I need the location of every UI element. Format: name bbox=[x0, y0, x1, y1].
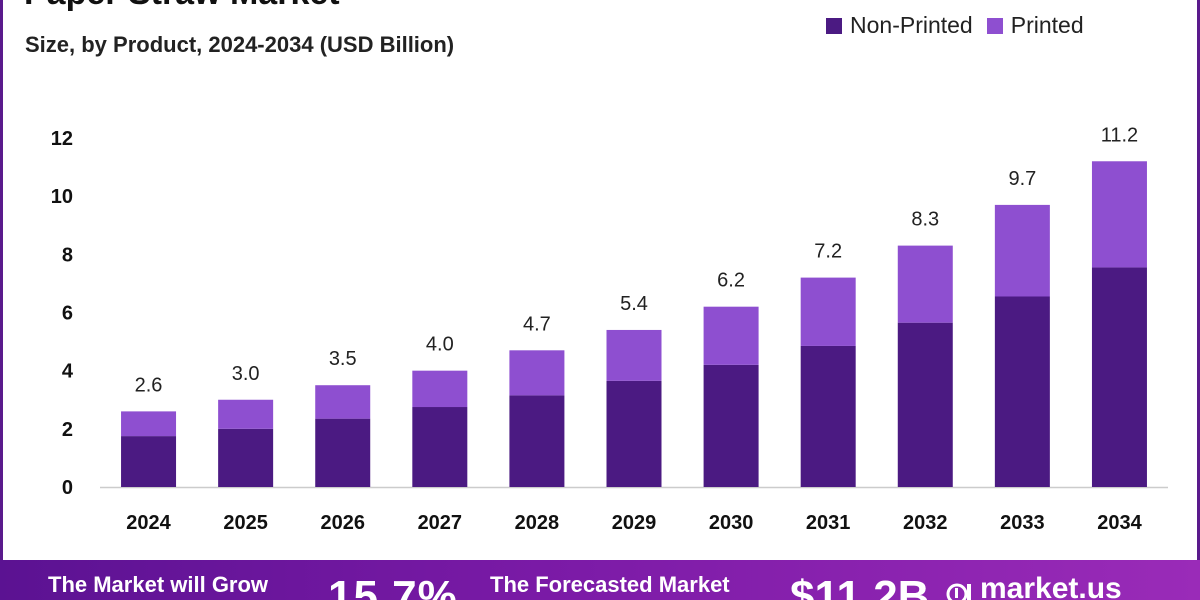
bar-printed-2024 bbox=[121, 411, 177, 437]
bar-total-label-2034: 11.2 bbox=[1101, 124, 1138, 146]
footer-forecast-text: The Forecasted Market bbox=[490, 572, 730, 597]
y-tick-label-2: 2 bbox=[62, 419, 73, 441]
footer-banner: The Market will Grow 15.7% The Forecaste… bbox=[0, 560, 1200, 600]
bar-printed-2029 bbox=[606, 329, 662, 381]
bar-total-label-2026: 3.5 bbox=[329, 348, 357, 370]
x-tick-label-2024: 2024 bbox=[126, 512, 171, 534]
bar-printed-2028 bbox=[509, 350, 565, 396]
bar-non-printed-2032 bbox=[897, 322, 953, 487]
bar-total-label-2031: 7.2 bbox=[814, 241, 842, 263]
frame-right-border bbox=[1197, 0, 1200, 560]
x-tick-label-2034: 2034 bbox=[1097, 512, 1142, 534]
bar-total-label-2030: 6.2 bbox=[717, 270, 745, 292]
x-tick-label-2032: 2032 bbox=[903, 512, 948, 534]
bar-non-printed-2029 bbox=[606, 380, 662, 487]
legend-item-non-printed: Non-Printed bbox=[826, 12, 973, 39]
x-tick-label-2025: 2025 bbox=[223, 512, 268, 534]
bar-total-label-2027: 4.0 bbox=[426, 334, 454, 356]
bar-total-label-2032: 8.3 bbox=[911, 209, 939, 231]
legend-label-non-printed: Non-Printed bbox=[850, 12, 973, 38]
bar-non-printed-2024 bbox=[121, 436, 177, 487]
footer-cagr-value: 15.7% bbox=[328, 572, 458, 600]
bar-total-label-2033: 9.7 bbox=[1008, 168, 1036, 190]
bar-printed-2032 bbox=[897, 245, 953, 323]
bar-printed-2031 bbox=[800, 277, 856, 346]
bar-total-label-2028: 4.7 bbox=[523, 313, 551, 335]
market-us-logo-icon bbox=[946, 583, 971, 600]
x-tick-label-2028: 2028 bbox=[515, 512, 560, 534]
bar-printed-2034 bbox=[1091, 161, 1147, 268]
bar-printed-2026 bbox=[315, 385, 371, 419]
bar-non-printed-2031 bbox=[800, 345, 856, 487]
bar-printed-2033 bbox=[994, 204, 1050, 297]
chart-title: Paper Straw Market bbox=[24, 0, 340, 13]
x-tick-label-2033: 2033 bbox=[1000, 512, 1045, 534]
legend-swatch-printed bbox=[986, 17, 1003, 34]
x-tick-label-2030: 2030 bbox=[709, 512, 754, 534]
bar-non-printed-2034 bbox=[1091, 267, 1147, 487]
legend-item-printed: Printed bbox=[986, 12, 1084, 39]
bar-non-printed-2030 bbox=[703, 364, 759, 487]
legend-swatch-non-printed bbox=[826, 17, 842, 34]
bar-non-printed-2025 bbox=[218, 428, 274, 487]
legend-label-printed: Printed bbox=[1010, 12, 1084, 38]
bar-total-label-2024: 2.6 bbox=[135, 374, 163, 396]
x-tick-label-2031: 2031 bbox=[806, 512, 851, 534]
bar-printed-2027 bbox=[412, 370, 468, 408]
footer-forecast-value: $11.2B bbox=[790, 572, 930, 600]
bar-printed-2025 bbox=[218, 399, 274, 429]
y-tick-label-0: 0 bbox=[62, 477, 73, 499]
y-tick-label-6: 6 bbox=[62, 303, 73, 325]
y-tick-label-8: 8 bbox=[62, 244, 73, 266]
bar-non-printed-2028 bbox=[509, 395, 565, 487]
bar-non-printed-2026 bbox=[315, 418, 371, 487]
frame-left-border bbox=[0, 0, 3, 560]
y-tick-label-12: 12 bbox=[51, 128, 73, 150]
chart-subtitle: Size, by Product, 2024-2034 (USD Billion… bbox=[25, 32, 455, 57]
bar-non-printed-2027 bbox=[412, 407, 468, 487]
stacked-bar-chart: 0 2 4 6 8 10 12 2.6 2024 3.0 2025 3.5 2026 4.0 2027 4.7… bbox=[51, 124, 1168, 534]
y-tick-label-4: 4 bbox=[62, 361, 74, 383]
x-tick-label-2027: 2027 bbox=[418, 512, 463, 534]
bar-total-label-2029: 5.4 bbox=[620, 293, 648, 315]
footer-grow-text: The Market will Grow bbox=[48, 572, 269, 597]
bar-non-printed-2033 bbox=[994, 296, 1050, 487]
bar-total-label-2025: 3.0 bbox=[232, 363, 260, 385]
bar-printed-2030 bbox=[703, 306, 759, 365]
y-tick-label-10: 10 bbox=[51, 186, 73, 208]
x-tick-label-2029: 2029 bbox=[612, 512, 657, 534]
legend: Non-Printed Printed bbox=[826, 12, 1084, 39]
footer-brand: market.us bbox=[980, 572, 1122, 600]
x-tick-label-2026: 2026 bbox=[320, 512, 365, 534]
